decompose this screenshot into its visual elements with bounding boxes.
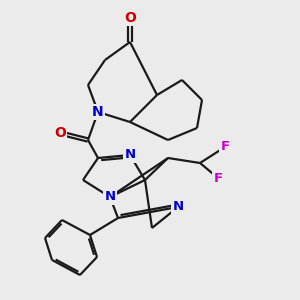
Text: N: N (92, 105, 104, 119)
Text: N: N (104, 190, 116, 203)
Text: O: O (54, 126, 66, 140)
Text: F: F (213, 172, 223, 184)
Text: N: N (124, 148, 136, 161)
Text: F: F (220, 140, 230, 154)
Text: O: O (124, 11, 136, 25)
Text: N: N (172, 200, 184, 214)
